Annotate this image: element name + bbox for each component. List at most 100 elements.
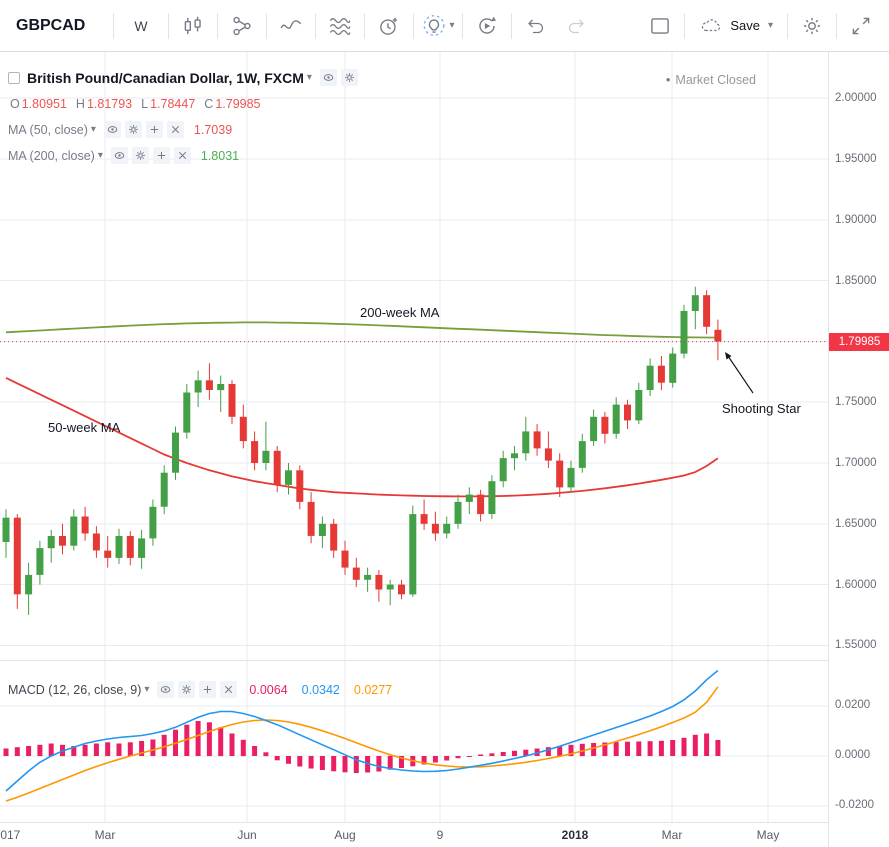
- close-icon[interactable]: [173, 147, 191, 164]
- ma200-value: 1.8031: [200, 148, 240, 163]
- close-icon[interactable]: [220, 681, 238, 698]
- fullscreen-icon: [848, 13, 874, 39]
- time-axis[interactable]: 2017 Mar Jun Aug 9 2018 Mar May: [0, 822, 889, 847]
- high-value: 1.81793: [86, 96, 133, 111]
- macd-pane[interactable]: MACD (12, 26, close, 9) ▾ 0.0064 0.0342 …: [0, 660, 828, 823]
- price-axis-label: 1.60000: [835, 579, 877, 591]
- price-axis-label: 1.95000: [835, 153, 877, 165]
- low-label: L: [141, 96, 149, 111]
- alert-button[interactable]: [369, 7, 409, 45]
- chevron-down-icon[interactable]: ▾: [90, 124, 96, 135]
- time-axis-label: Aug: [334, 828, 356, 842]
- ma200-label[interactable]: MA (200, close): [8, 148, 95, 163]
- plus-icon[interactable]: [152, 147, 170, 164]
- save-button-label: Save: [730, 18, 760, 33]
- open-value: 1.80951: [21, 96, 67, 111]
- eye-icon[interactable]: [110, 147, 128, 164]
- toolbar-separator: [787, 12, 788, 39]
- ideas-button[interactable]: ▾: [418, 7, 458, 45]
- ma50-value: 1.7039: [193, 122, 233, 137]
- annotation-200-week-ma: 200-week MA: [360, 305, 440, 320]
- save-button[interactable]: Save ▾: [689, 7, 783, 45]
- gear-icon[interactable]: [131, 147, 149, 164]
- price-chart-canvas[interactable]: [0, 52, 828, 660]
- eye-icon[interactable]: [103, 121, 121, 138]
- settings-button[interactable]: [792, 7, 832, 45]
- time-axis-label: May: [756, 828, 780, 842]
- line-style-icon: [278, 13, 304, 39]
- price-axis-label: 1.90000: [835, 214, 877, 226]
- toolbar-separator: [461, 12, 463, 39]
- ma200-controls: [107, 147, 191, 164]
- price-axis-label: 1.55000: [835, 639, 877, 651]
- chevron-down-icon: ▾: [449, 20, 455, 31]
- chart-area: British Pound/Canadian Dollar, 1W, FXCM …: [0, 52, 889, 847]
- interval-button[interactable]: W: [134, 17, 148, 34]
- fullscreen-button[interactable]: [841, 7, 881, 45]
- line-style-button[interactable]: [271, 7, 311, 45]
- layout-button[interactable]: [640, 7, 680, 45]
- close-icon[interactable]: [166, 121, 184, 138]
- undo-icon: [524, 14, 548, 38]
- eye-icon[interactable]: [157, 681, 175, 698]
- redo-button[interactable]: [556, 7, 596, 45]
- toolbar-separator: [836, 12, 837, 39]
- redo-icon: [564, 14, 588, 38]
- price-axis-label: 1.85000: [835, 275, 877, 287]
- replay-icon: [474, 13, 500, 39]
- price-pane[interactable]: British Pound/Canadian Dollar, 1W, FXCM …: [0, 52, 828, 660]
- macd-histogram-value: 0.0064: [249, 682, 288, 697]
- close-label: C: [204, 96, 214, 111]
- price-axis-label: 1.65000: [835, 518, 877, 530]
- macd-label[interactable]: MACD (12, 26, close, 9): [8, 682, 142, 697]
- macd-controls: [153, 681, 238, 698]
- gear-icon[interactable]: [124, 121, 142, 138]
- settings-gear-icon: [799, 13, 825, 39]
- gear-icon[interactable]: [340, 69, 358, 86]
- time-axis-label: Mar: [94, 828, 116, 842]
- time-axis-label: Mar: [661, 828, 683, 842]
- gear-icon[interactable]: [178, 681, 196, 698]
- close-value: 1.79985: [215, 96, 261, 111]
- open-label: O: [10, 96, 20, 111]
- toolbar-separator: [412, 12, 414, 39]
- time-axis-label: 9: [436, 828, 444, 842]
- price-axis[interactable]: 1.79985 2.000001.950001.900001.850001.80…: [828, 52, 889, 847]
- chart-type-button[interactable]: [173, 7, 213, 45]
- symbol-marker-icon[interactable]: [8, 71, 20, 84]
- annotation-50-week-ma: 50-week MA: [48, 420, 121, 435]
- toolbar-separator: [265, 12, 267, 39]
- chart-title[interactable]: British Pound/Canadian Dollar, 1W, FXCM: [27, 69, 304, 86]
- indicators-button[interactable]: [320, 7, 360, 45]
- macd-axis-label: -0.0200: [835, 799, 875, 811]
- toolbar-separator: [314, 12, 316, 39]
- plus-icon[interactable]: [199, 681, 217, 698]
- compare-button[interactable]: [222, 7, 262, 45]
- symbol-button[interactable]: GBPCAD: [16, 16, 86, 34]
- macd-values: 0.0064 0.0342 0.0277: [249, 683, 392, 697]
- market-status: • Market Closed: [666, 72, 756, 87]
- eye-icon[interactable]: [319, 69, 337, 86]
- toolbar-separator: [510, 12, 512, 39]
- plus-icon[interactable]: [145, 121, 163, 138]
- ma50-legend-row: MA (50, close) ▾ 1.7039: [8, 118, 358, 141]
- candlestick-chart-icon: [180, 13, 206, 39]
- toolbar-separator: [167, 12, 169, 39]
- replay-button[interactable]: [467, 7, 507, 45]
- price-axis-label: 2.00000: [835, 92, 877, 104]
- toolbar: GBPCAD W ▾: [0, 0, 889, 52]
- macd-signal-value: 0.0277: [353, 682, 393, 697]
- idea-bulb-icon: [421, 13, 447, 39]
- ma50-controls: [100, 121, 184, 138]
- macd-legend-row: MACD (12, 26, close, 9) ▾ 0.0064 0.0342 …: [8, 681, 392, 698]
- chart-legend: British Pound/Canadian Dollar, 1W, FXCM …: [8, 66, 358, 170]
- chevron-down-icon[interactable]: ▾: [144, 684, 150, 695]
- undo-button[interactable]: [516, 7, 556, 45]
- ma50-label[interactable]: MA (50, close): [8, 122, 88, 137]
- macd-chart-canvas[interactable]: [0, 661, 828, 823]
- chevron-down-icon[interactable]: ▾: [97, 150, 103, 161]
- compare-icon: [229, 13, 255, 39]
- chevron-down-icon[interactable]: ▾: [306, 72, 312, 83]
- macd-axis-label: 0.0200: [835, 699, 871, 711]
- last-price-label: 1.79985: [829, 333, 889, 351]
